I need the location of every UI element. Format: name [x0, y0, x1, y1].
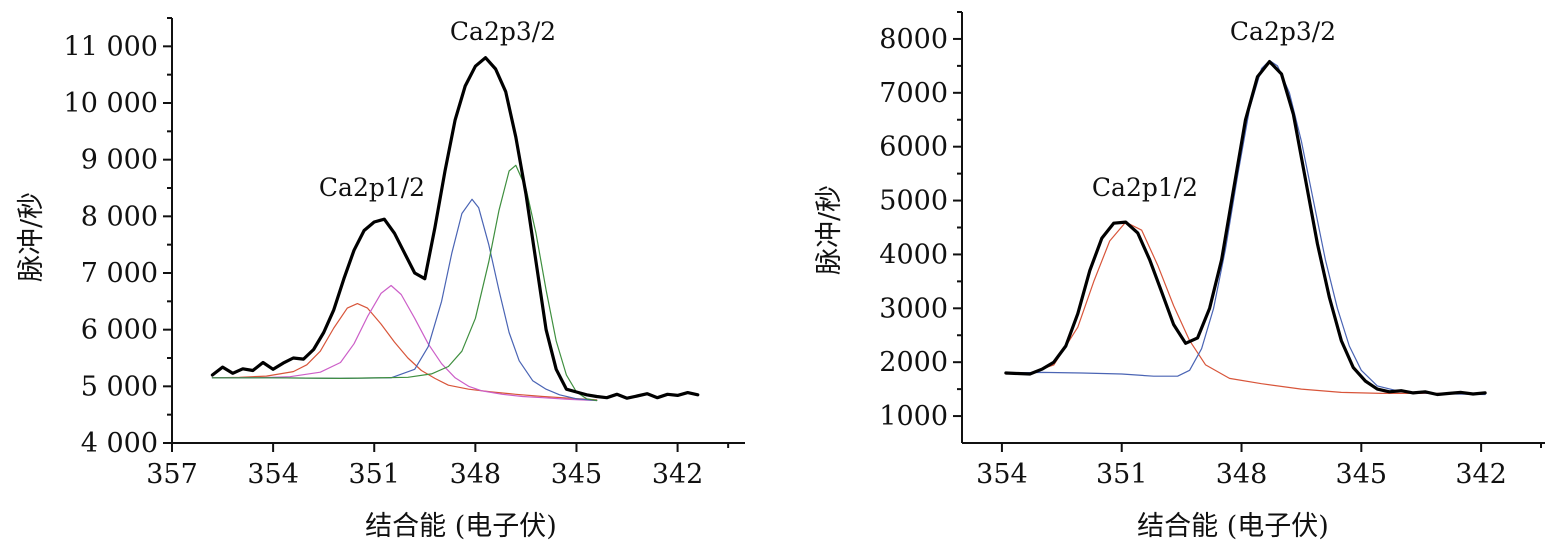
left-fit-component-line [211, 164, 598, 402]
right-x-tick-label: 354 [976, 459, 1028, 490]
left-fit-component-line [211, 284, 598, 402]
right-peak-label-ca2p3-2: Ca2p3/2 [1230, 17, 1336, 46]
right-chart-axes: 354 351 348 345 342 1000 2000 3000 4000 5000 6000 7… [879, 11, 1545, 490]
right-chart: 354 351 348 345 342 1000 2000 3000 4000 5000 6000 7… [814, 11, 1545, 542]
left-x-tick-label: 354 [247, 459, 299, 490]
left-x-tick-label: 345 [551, 459, 603, 490]
right-y-tick-label: 4000 [879, 239, 948, 270]
left-y-tick-label: 11 000 [64, 31, 158, 62]
left-y-tick-label: 4 000 [81, 428, 158, 459]
right-y-tick-label: 1000 [879, 401, 948, 432]
right-x-tick-label: 345 [1336, 459, 1388, 490]
left-peak-label-ca2p1-2: Ca2p1/2 [319, 173, 425, 202]
right-x-axis-title: 结合能 (电子伏) [1137, 511, 1329, 542]
right-y-tick-label: 7000 [879, 78, 948, 109]
right-y-tick-label: 3000 [879, 293, 948, 324]
left-chart: 357 354 351 348 345 342 4 000 5 000 6 000 7 000 8 … [16, 17, 745, 542]
left-y-tick-label: 8 000 [81, 201, 158, 232]
left-raw-spectrum-line [210, 56, 700, 400]
left-x-tick-label: 342 [652, 459, 704, 490]
right-y-axis-title: 脉冲/秒 [814, 185, 845, 275]
left-y-tick-label: 10 000 [64, 88, 158, 119]
left-y-tick-label: 6 000 [81, 315, 158, 346]
right-x-tick-label: 348 [1216, 459, 1268, 490]
right-y-tick-label: 6000 [879, 132, 948, 163]
left-x-tick-label: 351 [348, 459, 400, 490]
left-chart-series [210, 56, 700, 402]
left-y-axis-title: 脉冲/秒 [16, 192, 47, 282]
right-x-tick-label: 342 [1455, 459, 1507, 490]
left-y-tick-label: 7 000 [81, 258, 158, 289]
right-fit-component-line [1005, 221, 1486, 394]
right-chart-series [1004, 59, 1487, 397]
left-y-tick-label: 5 000 [81, 371, 158, 402]
left-fit-component-line [211, 198, 598, 402]
right-y-tick-label: 2000 [879, 347, 948, 378]
right-fit-component-line [1005, 59, 1486, 396]
left-fit-component-line [211, 303, 598, 401]
left-x-tick-label: 348 [450, 459, 502, 490]
left-x-tick-label: 357 [146, 459, 198, 490]
right-peak-label-ca2p1-2: Ca2p1/2 [1092, 173, 1198, 202]
right-raw-spectrum-line [1004, 60, 1487, 397]
right-y-tick-label: 5000 [879, 186, 948, 217]
left-peak-label-ca2p3-2: Ca2p3/2 [450, 17, 556, 46]
left-y-tick-label: 9 000 [81, 145, 158, 176]
right-x-tick-label: 351 [1096, 459, 1148, 490]
left-x-axis-title: 结合能 (电子伏) [365, 511, 557, 542]
right-y-tick-label: 8000 [879, 24, 948, 55]
left-chart-axes: 357 354 351 348 345 342 4 000 5 000 6 000 7 000 8 … [64, 17, 745, 490]
